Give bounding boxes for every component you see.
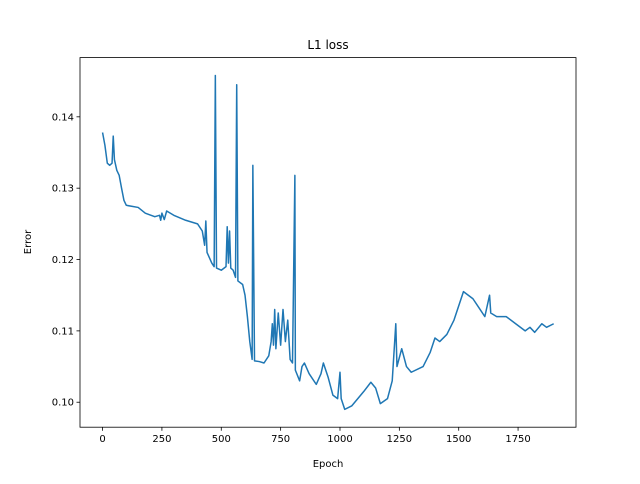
x-tick-label: 0	[99, 434, 105, 445]
x-tick-label: 1000	[327, 434, 352, 445]
x-tick-label: 250	[152, 434, 171, 445]
x-tick-label: 750	[271, 434, 290, 445]
y-tick-label: 0.12	[52, 255, 74, 266]
x-tick-label: 500	[212, 434, 231, 445]
x-tick-label: 1250	[387, 434, 412, 445]
loss-line	[101, 74, 555, 411]
y-tick-label: 0.11	[52, 326, 74, 337]
x-tick-label: 1750	[505, 434, 530, 445]
x-axis-label: Epoch	[313, 459, 344, 470]
y-tick-label: 0.13	[52, 184, 74, 195]
y-axis-label: Error	[23, 229, 34, 254]
x-tick-label: 1500	[446, 434, 471, 445]
y-tick-label: 0.10	[52, 398, 74, 409]
plot-frame	[79, 57, 577, 428]
chart-title: L1 loss	[307, 38, 348, 52]
y-tick-label: 0.14	[52, 112, 74, 123]
